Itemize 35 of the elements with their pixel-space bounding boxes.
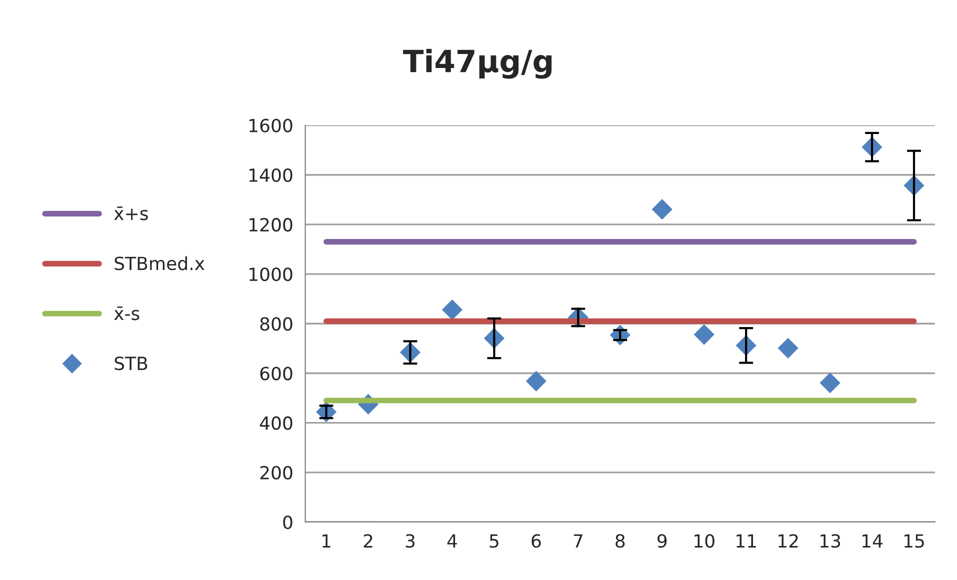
point — [442, 299, 463, 320]
point — [778, 338, 798, 358]
x-tick-label: 6 — [532, 534, 541, 548]
y-tick-label: 600 — [260, 366, 292, 380]
point — [526, 370, 546, 392]
y-tick-label: 1200 — [250, 218, 292, 232]
legend-label: x̄-s — [114, 306, 140, 320]
chart-title: Ti47µg/g — [403, 48, 552, 79]
x-tick-label: 10 — [694, 534, 714, 548]
x-tick-label: 2 — [364, 534, 372, 548]
y-tick-label: 0 — [283, 515, 292, 530]
y-tick-label: 400 — [260, 416, 292, 430]
x-tick-label: 8 — [616, 534, 625, 548]
x-tick-label: 11 — [736, 534, 756, 548]
x-tick-label: 12 — [778, 534, 798, 548]
legend-label: STB — [114, 356, 148, 370]
point — [820, 372, 840, 394]
point — [694, 324, 714, 345]
y-tick-label: 1400 — [250, 168, 292, 182]
legend-label: x̄+s — [114, 206, 148, 220]
x-tick-label: 3 — [406, 534, 415, 548]
x-tick-label: 4 — [447, 534, 457, 548]
x-tick-label: 14 — [862, 534, 882, 548]
x-tick-label: 9 — [658, 534, 667, 548]
legend-label: STBmed.x — [114, 256, 204, 270]
x-tick-label: 15 — [904, 534, 924, 548]
y-tick-label: 1000 — [250, 268, 292, 282]
x-tick-label: 7 — [574, 534, 582, 548]
point — [652, 199, 672, 220]
x-tick-label: 13 — [820, 534, 840, 548]
x-tick-label: 5 — [490, 534, 498, 548]
y-tick-label: 200 — [260, 466, 292, 480]
y-tick-label: 800 — [260, 317, 292, 331]
y-tick-label: 1600 — [250, 118, 292, 132]
x-tick-label: 1 — [322, 534, 330, 548]
